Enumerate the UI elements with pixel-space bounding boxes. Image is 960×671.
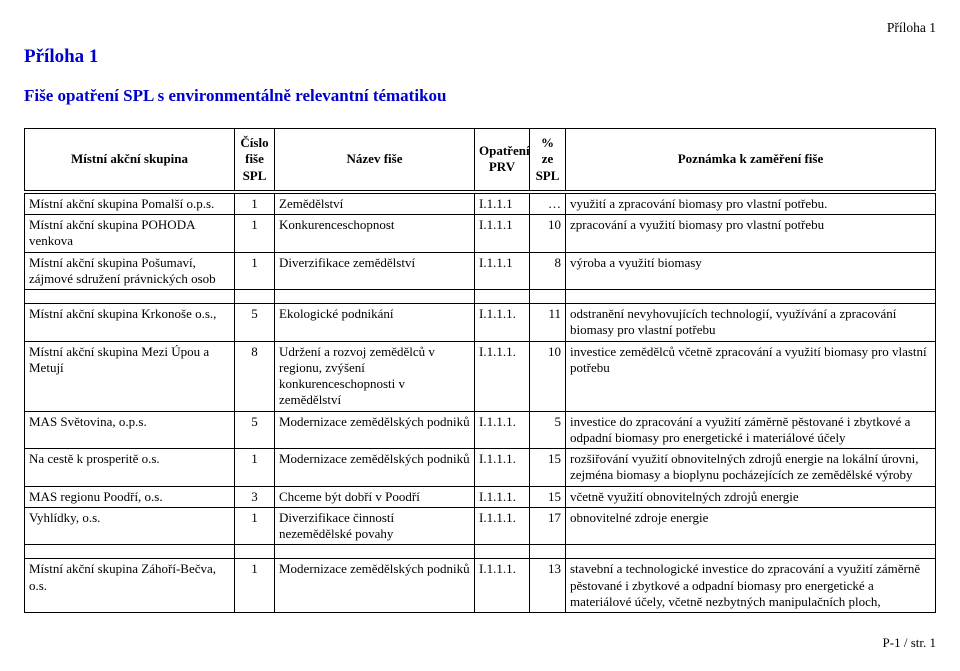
cell-pct: 13 xyxy=(530,559,566,613)
cell-nazev: Diverzifikace činností nezemědělské pova… xyxy=(275,507,475,545)
cell-nazev: Modernizace zemědělských podniků xyxy=(275,449,475,487)
cell-skupina: Místní akční skupina Krkonoše o.s., xyxy=(25,304,235,342)
cell-pozn: odstranění nevyhovujících technologií, v… xyxy=(566,304,936,342)
cell-nazev: Chceme být dobří v Poodří xyxy=(275,486,475,507)
table-gap-1 xyxy=(25,290,936,304)
top-right-label: Příloha 1 xyxy=(24,20,936,36)
table-header-row: Místní akční skupina Číslo fiše SPL Náze… xyxy=(25,129,936,192)
col-header-cislo: Číslo fiše SPL xyxy=(235,129,275,192)
table-row: Místní akční skupina POHODA venkova1Konk… xyxy=(25,215,936,253)
table-body-3: Místní akční skupina Záhoří-Bečva, o.s.1… xyxy=(25,559,936,613)
cell-skupina: Místní akční skupina POHODA venkova xyxy=(25,215,235,253)
cell-opat: I.1.1.1. xyxy=(475,559,530,613)
cell-pozn: včetně využití obnovitelných zdrojů ener… xyxy=(566,486,936,507)
cell-skupina: MAS regionu Poodří, o.s. xyxy=(25,486,235,507)
table-row: Vyhlídky, o.s.1Diverzifikace činností ne… xyxy=(25,507,936,545)
col-header-opat: Opatření PRV xyxy=(475,129,530,192)
heading-title: Fiše opatření SPL s environmentálně rele… xyxy=(24,86,936,106)
cell-pct: 15 xyxy=(530,486,566,507)
cell-pozn: využití a zpracování biomasy pro vlastní… xyxy=(566,192,936,215)
cell-skupina: Místní akční skupina Mezi Úpou a Metují xyxy=(25,341,235,411)
table-row: Místní akční skupina Pomalší o.p.s.1Země… xyxy=(25,192,936,215)
cell-opat: I.1.1.1 xyxy=(475,252,530,290)
table-body-2: Místní akční skupina Krkonoše o.s.,5Ekol… xyxy=(25,304,936,545)
cell-pct: 10 xyxy=(530,215,566,253)
cell-pozn: zpracování a využití biomasy pro vlastní… xyxy=(566,215,936,253)
table-row: Místní akční skupina Mezi Úpou a Metují8… xyxy=(25,341,936,411)
cell-pct: 15 xyxy=(530,449,566,487)
cell-cislo: 5 xyxy=(235,411,275,449)
cell-skupina: MAS Světovina, o.p.s. xyxy=(25,411,235,449)
table-row: Místní akční skupina Záhoří-Bečva, o.s.1… xyxy=(25,559,936,613)
cell-skupina: Místní akční skupina Pomalší o.p.s. xyxy=(25,192,235,215)
cell-cislo: 1 xyxy=(235,215,275,253)
cell-opat: I.1.1.1. xyxy=(475,304,530,342)
cell-pct: 17 xyxy=(530,507,566,545)
main-table: Místní akční skupina Číslo fiše SPL Náze… xyxy=(24,128,936,613)
cell-skupina: Místní akční skupina Záhoří-Bečva, o.s. xyxy=(25,559,235,613)
cell-pct: 5 xyxy=(530,411,566,449)
cell-pozn: investice do zpracování a využití záměrn… xyxy=(566,411,936,449)
cell-nazev: Konkurenceschopnost xyxy=(275,215,475,253)
cell-pozn: rozšiřování využití obnovitelných zdrojů… xyxy=(566,449,936,487)
cell-cislo: 1 xyxy=(235,507,275,545)
cell-opat: I.1.1.1. xyxy=(475,507,530,545)
cell-pct: … xyxy=(530,192,566,215)
table-row: Místní akční skupina Krkonoše o.s.,5Ekol… xyxy=(25,304,936,342)
cell-pozn: výroba a využití biomasy xyxy=(566,252,936,290)
cell-nazev: Udržení a rozvoj zemědělců v regionu, zv… xyxy=(275,341,475,411)
cell-skupina: Vyhlídky, o.s. xyxy=(25,507,235,545)
col-header-pct: % ze SPL xyxy=(530,129,566,192)
col-header-pozn: Poznámka k zaměření fiše xyxy=(566,129,936,192)
cell-pozn: obnovitelné zdroje energie xyxy=(566,507,936,545)
cell-pct: 8 xyxy=(530,252,566,290)
cell-opat: I.1.1.1. xyxy=(475,341,530,411)
cell-cislo: 1 xyxy=(235,449,275,487)
table-gap-2 xyxy=(25,545,936,559)
cell-nazev: Modernizace zemědělských podniků xyxy=(275,411,475,449)
cell-opat: I.1.1.1. xyxy=(475,449,530,487)
cell-cislo: 1 xyxy=(235,192,275,215)
cell-nazev: Diverzifikace zemědělství xyxy=(275,252,475,290)
cell-skupina: Na cestě k prosperitě o.s. xyxy=(25,449,235,487)
col-header-nazev: Název fiše xyxy=(275,129,475,192)
table-row: Místní akční skupina Pošumaví, zájmové s… xyxy=(25,252,936,290)
page-footer: P-1 / str. 1 xyxy=(24,635,936,651)
cell-pct: 11 xyxy=(530,304,566,342)
cell-pozn: stavební a technologické investice do zp… xyxy=(566,559,936,613)
cell-cislo: 8 xyxy=(235,341,275,411)
cell-opat: I.1.1.1 xyxy=(475,192,530,215)
cell-pct: 10 xyxy=(530,341,566,411)
table-body-1: Místní akční skupina Pomalší o.p.s.1Země… xyxy=(25,192,936,290)
col-header-skupina: Místní akční skupina xyxy=(25,129,235,192)
cell-nazev: Modernizace zemědělských podniků xyxy=(275,559,475,613)
cell-pozn: investice zemědělců včetně zpracování a … xyxy=(566,341,936,411)
heading-priloha: Příloha 1 xyxy=(24,46,936,68)
cell-skupina: Místní akční skupina Pošumaví, zájmové s… xyxy=(25,252,235,290)
cell-cislo: 1 xyxy=(235,252,275,290)
cell-nazev: Ekologické podnikání xyxy=(275,304,475,342)
cell-nazev: Zemědělství xyxy=(275,192,475,215)
cell-opat: I.1.1.1. xyxy=(475,486,530,507)
cell-cislo: 5 xyxy=(235,304,275,342)
cell-opat: I.1.1.1. xyxy=(475,411,530,449)
cell-opat: I.1.1.1 xyxy=(475,215,530,253)
table-row: MAS regionu Poodří, o.s.3Chceme být dobř… xyxy=(25,486,936,507)
table-row: Na cestě k prosperitě o.s.1Modernizace z… xyxy=(25,449,936,487)
cell-cislo: 3 xyxy=(235,486,275,507)
table-row: MAS Světovina, o.p.s.5Modernizace zemědě… xyxy=(25,411,936,449)
cell-cislo: 1 xyxy=(235,559,275,613)
